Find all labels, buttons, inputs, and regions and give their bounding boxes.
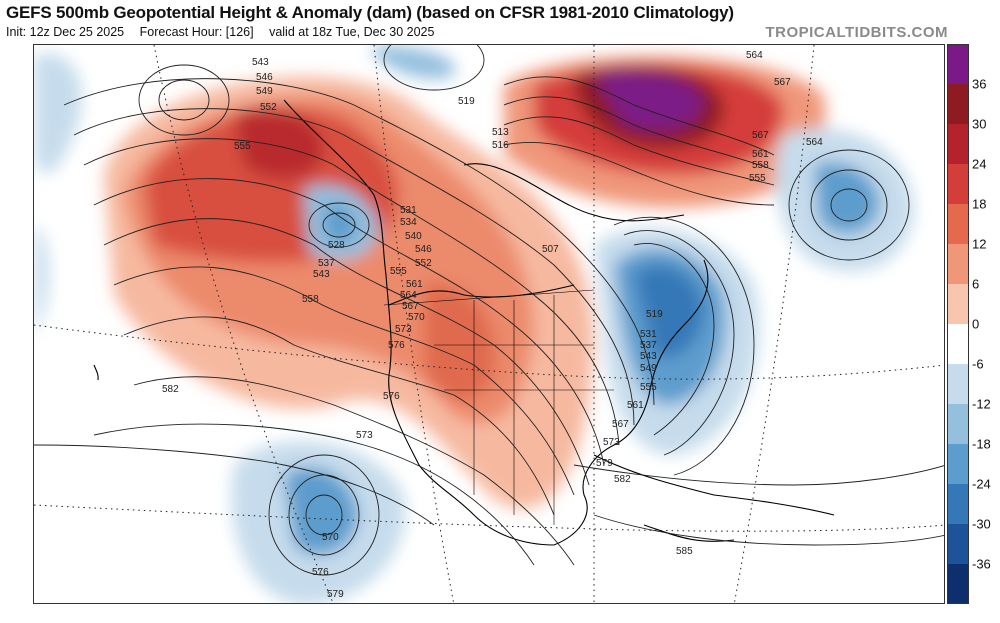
contour-label: 540 bbox=[405, 231, 422, 242]
contour-label: 552 bbox=[415, 258, 432, 269]
contour-label: 567 bbox=[612, 419, 629, 430]
contour-label: 513 bbox=[492, 127, 509, 138]
contour-label: 561 bbox=[627, 400, 644, 411]
contour-label: 564 bbox=[806, 137, 823, 148]
contour-label: 585 bbox=[676, 546, 693, 557]
contour-label: 579 bbox=[596, 458, 613, 469]
contour-label: 555 bbox=[234, 141, 251, 152]
contour-label: 543 bbox=[313, 269, 330, 280]
colorbar-cell bbox=[947, 564, 969, 604]
contour-label: 555 bbox=[640, 382, 657, 393]
colorbar-tick-label: -6 bbox=[972, 356, 984, 372]
contour-label: 573 bbox=[356, 430, 373, 441]
contour-label: 573 bbox=[395, 324, 412, 335]
contour-label: 582 bbox=[162, 384, 179, 395]
contour-label: 534 bbox=[400, 217, 417, 228]
contour-label: 558 bbox=[302, 294, 319, 305]
map-subtitle: Init: 12z Dec 25 2025 Forecast Hour: [12… bbox=[6, 25, 446, 39]
contour-label: 543 bbox=[252, 57, 269, 68]
contour-label: 537 bbox=[640, 340, 657, 351]
contour-label: 555 bbox=[749, 173, 766, 184]
contour-label: 528 bbox=[328, 240, 345, 251]
colorbar-cell bbox=[947, 84, 969, 125]
contour-label: 555 bbox=[390, 266, 407, 277]
colorbar-tick-label: 36 bbox=[972, 76, 987, 92]
colorbar-tick-label: -36 bbox=[972, 556, 991, 572]
contour-label: 582 bbox=[614, 474, 631, 485]
colorbar-cell bbox=[947, 364, 969, 405]
coastlines bbox=[93, 99, 835, 546]
contour-label: 531 bbox=[640, 329, 657, 340]
contour-label: 567 bbox=[752, 130, 769, 141]
contour-label: 549 bbox=[256, 86, 273, 97]
contour-label: 564 bbox=[746, 50, 763, 61]
contour-label: 570 bbox=[408, 312, 425, 323]
contour-label: 564 bbox=[400, 290, 417, 301]
contour-label: 519 bbox=[646, 309, 663, 320]
contour-label: 567 bbox=[774, 77, 791, 88]
height-contours bbox=[34, 45, 944, 576]
colorbar-cell bbox=[947, 284, 969, 325]
boundaries bbox=[383, 289, 614, 525]
colorbar-cell bbox=[947, 404, 969, 445]
init-time: Init: 12z Dec 25 2025 bbox=[6, 25, 125, 39]
contour-label: 519 bbox=[458, 96, 475, 107]
colorbar-tick-label: -12 bbox=[972, 396, 991, 412]
contour-label: 558 bbox=[752, 160, 769, 171]
contour-label: 546 bbox=[256, 72, 273, 83]
brand-watermark: TROPICALTIDBITS.COM bbox=[765, 24, 948, 41]
colorbar-cell bbox=[947, 44, 969, 85]
contour-label: 576 bbox=[312, 567, 329, 578]
contour-label: 552 bbox=[260, 102, 277, 113]
contour-label: 573 bbox=[603, 437, 620, 448]
contour-label: 561 bbox=[752, 149, 769, 160]
colorbar-cell bbox=[947, 244, 969, 285]
contour-label: 549 bbox=[640, 363, 657, 374]
contour-label: 567 bbox=[402, 301, 419, 312]
colorbar-tick-label: 12 bbox=[972, 236, 987, 252]
colorbar-cell bbox=[947, 124, 969, 165]
colorbar-border bbox=[947, 44, 969, 604]
contour-labels: 543 546 549 552 555 531 534 528 537 543 … bbox=[162, 50, 823, 600]
contour-label: 546 bbox=[415, 244, 432, 255]
colorbar-cell bbox=[947, 444, 969, 485]
contour-label: 531 bbox=[400, 205, 417, 216]
contour-label: 516 bbox=[492, 140, 509, 151]
contour-label: 576 bbox=[383, 391, 400, 402]
contour-label: 543 bbox=[640, 351, 657, 362]
colorbar-tick-label: -30 bbox=[972, 516, 991, 532]
colorbar-cell bbox=[947, 324, 969, 365]
colorbar-cell bbox=[947, 204, 969, 245]
colorbar-cell bbox=[947, 164, 969, 205]
colorbar-tick-label: 18 bbox=[972, 196, 987, 212]
colorbar-tick-label: -24 bbox=[972, 476, 991, 492]
anomaly-field bbox=[34, 45, 914, 603]
contour-label: 537 bbox=[318, 258, 335, 269]
colorbar bbox=[947, 44, 969, 604]
contour-label: 570 bbox=[322, 532, 339, 543]
contour-label: 576 bbox=[388, 340, 405, 351]
contour-label: 507 bbox=[542, 244, 559, 255]
contour-label: 579 bbox=[327, 589, 344, 600]
valid-time: valid at 18z Tue, Dec 30 2025 bbox=[269, 25, 435, 39]
colorbar-cells bbox=[947, 44, 969, 604]
forecast-hour: Forecast Hour: [126] bbox=[139, 25, 254, 39]
colorbar-tick-label: 0 bbox=[972, 316, 980, 332]
graticule bbox=[34, 45, 944, 603]
colorbar-cell bbox=[947, 484, 969, 525]
colorbar-tick-label: -18 bbox=[972, 436, 991, 452]
map-canvas: 543 546 549 552 555 531 534 528 537 543 … bbox=[34, 45, 944, 603]
colorbar-tick-label: 24 bbox=[972, 156, 987, 172]
colorbar-cell bbox=[947, 524, 969, 565]
weather-map: 543 546 549 552 555 531 534 528 537 543 … bbox=[33, 44, 945, 604]
colorbar-tick-label: 6 bbox=[972, 276, 980, 292]
map-title: GEFS 500mb Geopotential Height & Anomaly… bbox=[6, 3, 734, 22]
colorbar-tick-label: 30 bbox=[972, 116, 987, 132]
contour-label: 561 bbox=[406, 279, 423, 290]
